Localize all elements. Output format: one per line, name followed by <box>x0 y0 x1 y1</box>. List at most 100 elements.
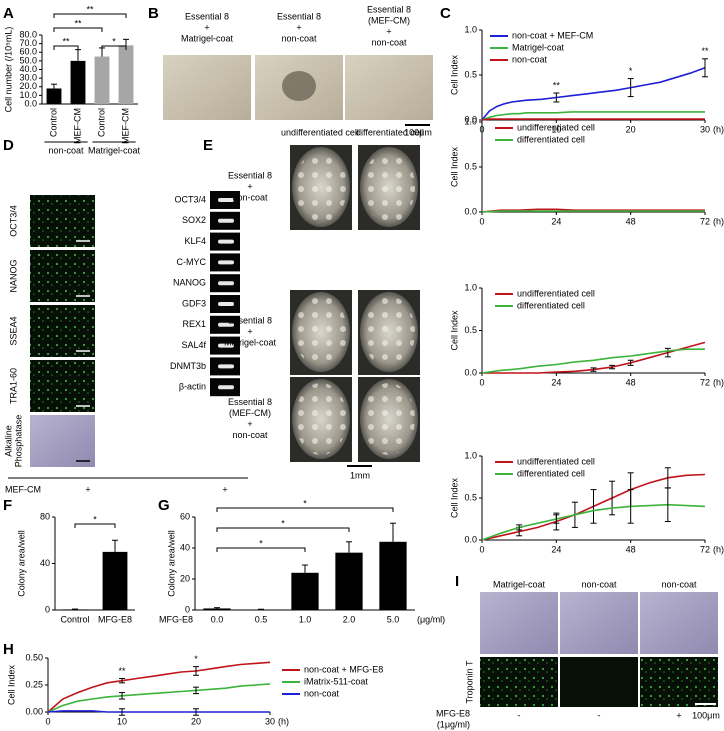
gel-band <box>218 364 234 369</box>
stain-label: Alkaline <box>3 425 13 457</box>
y-axis-label: Colony area/well <box>16 530 26 597</box>
y-tick-label: 0.5 <box>464 161 477 171</box>
well-holes <box>363 151 415 223</box>
y-tick-label: 60.0 <box>19 47 37 57</box>
y-tick-label: 1.0 <box>464 282 477 292</box>
significance-label: ** <box>118 666 126 676</box>
gene-label: DNMT3b <box>170 361 206 371</box>
legend-label: differentiated cell <box>517 134 585 144</box>
x-tick-label: 0 <box>479 216 484 226</box>
row-label: MEF-CM <box>5 484 41 494</box>
y-tick-label: 1.0 <box>464 24 477 34</box>
y-tick-label: 0.0 <box>464 114 477 124</box>
x-tick-label: 0 <box>45 716 50 726</box>
bar <box>203 608 231 610</box>
significance-label: * <box>194 654 198 664</box>
legend-label: undifferentiated cell <box>517 288 595 298</box>
gel-band <box>218 385 234 390</box>
y-tick-label: 80.0 <box>19 29 37 39</box>
significance-label: * <box>303 498 307 508</box>
x-tick-label: 2.0 <box>343 614 356 624</box>
column-label: undifferentiated cell <box>281 127 359 137</box>
x-tick-label: 20 <box>191 716 201 726</box>
colony <box>282 71 316 101</box>
x-tick-label: Control <box>60 614 89 624</box>
significance-bracket <box>216 527 350 532</box>
series-line <box>481 348 705 374</box>
image-label: non-coat <box>371 37 407 47</box>
row-label: + <box>247 326 252 336</box>
series-line <box>47 710 270 713</box>
scale-label: 1mm <box>350 470 370 480</box>
y-tick-label: 40 <box>180 542 190 552</box>
y-tick-label: 20 <box>180 573 190 583</box>
panel-letter: C <box>440 5 451 22</box>
micrograph <box>163 55 251 120</box>
x-tick-label: MEF-CM <box>72 108 82 144</box>
image-label: Essential 8 <box>185 11 229 21</box>
series-line <box>47 683 271 713</box>
y-axis-label: Cell number (/10⁵mL) <box>3 27 13 113</box>
y-tick-label: 40 <box>40 558 50 568</box>
panel-letter: G <box>158 497 170 514</box>
gel-band <box>218 343 234 348</box>
y-tick-label: 30.0 <box>19 73 37 83</box>
x-tick-label: 48 <box>626 544 636 554</box>
micrograph <box>30 305 95 357</box>
x-tick-label: 24 <box>551 216 561 226</box>
x-tick-label: 0 <box>479 377 484 387</box>
gene-label: SOX2 <box>182 215 206 225</box>
legend-label: differentiated cell <box>517 300 585 310</box>
scale-label: 100μm <box>404 127 432 137</box>
well-holes <box>295 383 347 455</box>
y-axis-label: Cell Index <box>449 310 459 351</box>
micrograph <box>30 360 95 412</box>
x-tick-label: 30 <box>700 124 710 134</box>
gene-label: KLF4 <box>184 236 206 246</box>
y-tick-label: 80 <box>40 511 50 521</box>
legend-label: undifferentiated cell <box>517 122 595 132</box>
x-unit: (h) <box>713 124 724 134</box>
y-tick-label: 0.50 <box>25 652 43 662</box>
y-tick-label: 0 <box>185 604 190 614</box>
y-tick-label: 0.25 <box>25 679 43 689</box>
x-unit: (h) <box>713 216 724 226</box>
row-label: Essential 8 <box>228 315 272 325</box>
panel-letter: I <box>455 573 459 590</box>
image-label: Essential 8 <box>277 11 321 21</box>
y-tick-label: 0 <box>45 604 50 614</box>
fluorescence <box>640 657 718 707</box>
significance-label: * <box>259 538 263 548</box>
significance-bracket <box>216 547 306 552</box>
bar <box>62 609 88 610</box>
micrograph <box>30 250 95 302</box>
bar <box>335 552 363 610</box>
bar <box>94 56 110 104</box>
row-label: + <box>247 181 252 191</box>
x-tick-label: 1.0 <box>299 614 312 624</box>
series-line <box>481 67 706 121</box>
legend-label: non-coat + MFG-E8 <box>304 664 383 674</box>
bar <box>70 60 86 104</box>
micrograph <box>345 55 433 120</box>
y-axis-label: Cell Index <box>6 664 16 705</box>
legend-label: non-coat + MEF-CM <box>512 30 593 40</box>
x-tick-label: 5.0 <box>387 614 400 624</box>
significance-label: ** <box>62 36 70 46</box>
fluorescence <box>560 657 638 707</box>
y-tick-label: 0.0 <box>464 367 477 377</box>
y-tick-label: 0.0 <box>464 534 477 544</box>
row-label: non-coat <box>232 430 268 440</box>
group-label: Matrigel-coat <box>88 145 141 155</box>
stain-label: TRA1-60 <box>8 368 18 404</box>
y-tick-label: 60 <box>180 511 190 521</box>
row-label: + <box>247 419 252 429</box>
treatment-label: (1μg/ml) <box>437 719 470 729</box>
significance-label: ** <box>553 80 561 90</box>
treatment-mark: + <box>85 484 90 494</box>
series-line <box>481 118 705 121</box>
x-tick-label: 0.0 <box>211 614 224 624</box>
well-holes <box>295 296 347 368</box>
row-label: non-coat <box>232 192 268 202</box>
row-label: Essential 8 <box>228 170 272 180</box>
